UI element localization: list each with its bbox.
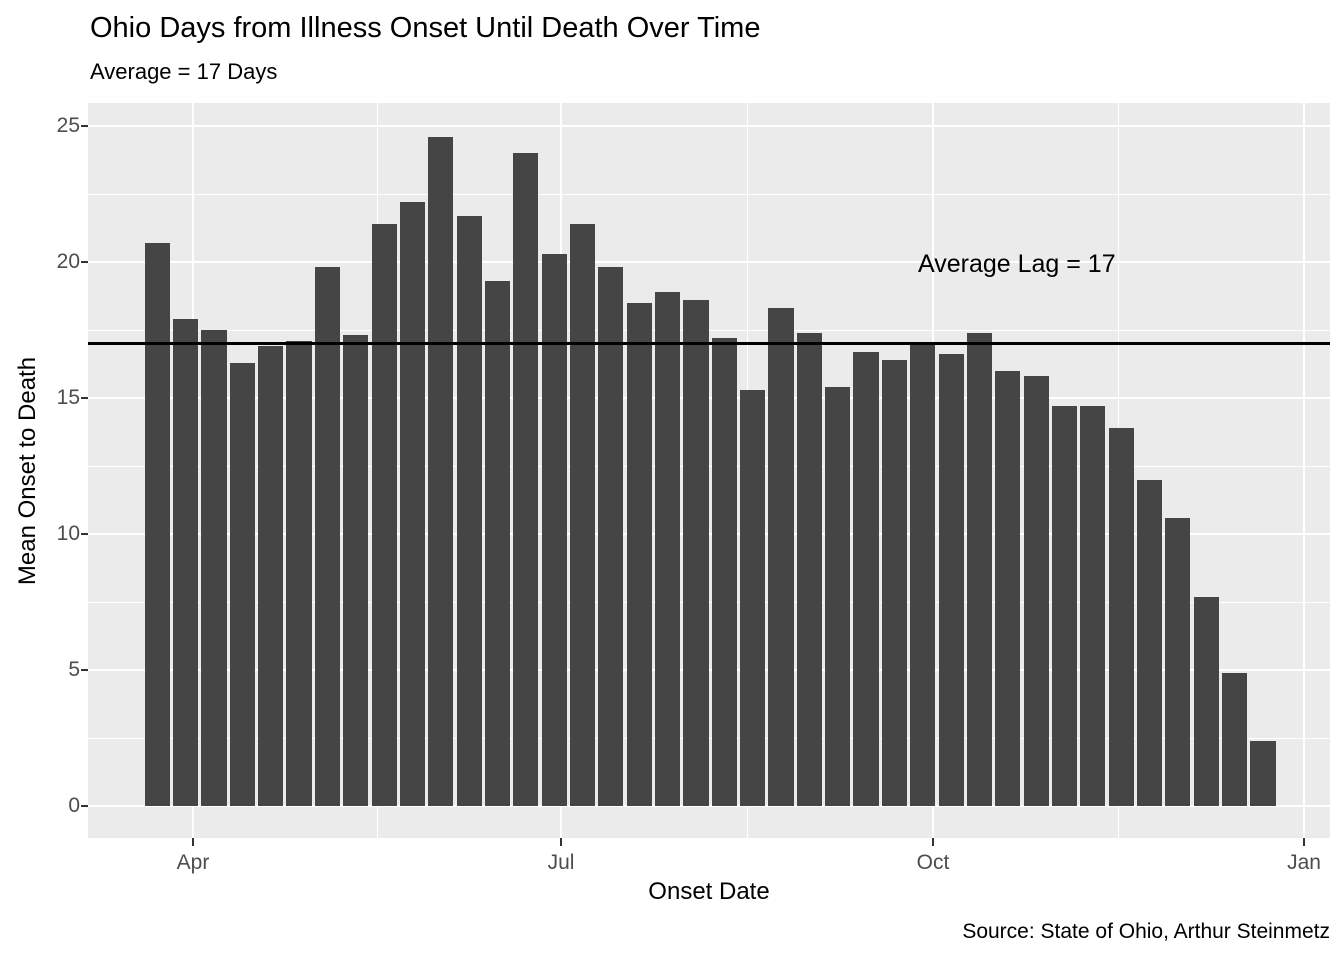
source-caption: Source: State of Ohio, Arthur Steinmetz [962, 920, 1330, 943]
bar [144, 242, 170, 806]
minor-gridline-h [88, 737, 1330, 739]
bar [711, 338, 737, 806]
bar [1080, 406, 1106, 806]
y-tick-label: 0 [68, 794, 80, 817]
bar [399, 202, 426, 806]
bar [626, 302, 652, 806]
bar [513, 153, 539, 806]
bar [371, 223, 397, 806]
minor-gridline-h [88, 465, 1330, 467]
bar [484, 281, 511, 806]
chart-title: Ohio Days from Illness Onset Until Death… [90, 12, 761, 44]
bar [740, 389, 766, 806]
x-tick-label: Apr [176, 851, 210, 874]
y-tick-label: 20 [56, 250, 80, 273]
minor-gridline-h [88, 193, 1330, 195]
x-tick-label: Jul [547, 851, 575, 874]
bar [1108, 427, 1134, 806]
y-tick-mark [81, 397, 88, 399]
x-tick-mark [1303, 838, 1305, 846]
x-tick-label: Jan [1287, 851, 1321, 874]
y-tick-label: 5 [68, 658, 80, 681]
chart-subtitle: Average = 17 Days [90, 59, 278, 84]
minor-gridline-h [88, 601, 1330, 603]
average-lag-annotation: Average Lag = 17 [918, 250, 1116, 278]
bar [683, 300, 709, 806]
minor-gridline-h [88, 329, 1330, 331]
bar [1023, 376, 1049, 806]
x-tick-mark [932, 838, 934, 846]
y-tick-mark [81, 125, 88, 127]
bar [541, 253, 567, 806]
bar [938, 354, 964, 806]
y-tick-mark [81, 261, 88, 263]
bar [343, 335, 369, 806]
x-tick-mark [192, 838, 194, 846]
bar [314, 267, 340, 806]
bar [881, 359, 907, 806]
x-axis-title: Onset Date [648, 878, 770, 905]
y-axis-title-box: Mean Onset to Death [6, 103, 50, 838]
major-gridline-h [88, 261, 1330, 263]
bar [853, 351, 879, 806]
bar [456, 215, 482, 806]
bar [768, 308, 794, 806]
y-tick-mark [81, 533, 88, 535]
y-tick-label: 10 [56, 522, 80, 545]
major-gridline-h [88, 805, 1330, 807]
y-tick-label: 25 [56, 114, 80, 137]
major-gridline-h [88, 125, 1330, 127]
major-gridline-v [1303, 103, 1305, 838]
y-tick-mark [81, 669, 88, 671]
bar [598, 267, 624, 806]
bar [796, 332, 822, 806]
bar [1136, 479, 1163, 806]
bar [428, 136, 454, 806]
bar [966, 332, 993, 806]
bar [173, 319, 199, 806]
x-tick-label: Oct [916, 851, 950, 874]
bar [1165, 517, 1191, 806]
bar [229, 362, 255, 806]
bar [655, 291, 681, 806]
major-gridline-h [88, 397, 1330, 399]
bar [995, 370, 1021, 806]
major-gridline-h [88, 669, 1330, 671]
bar [258, 346, 284, 806]
y-tick-label: 15 [56, 386, 80, 409]
bar [1250, 740, 1276, 806]
bar [1222, 672, 1248, 806]
average-reference-line [88, 342, 1330, 346]
bar [910, 343, 936, 806]
plot-panel: Average Lag = 17 [88, 103, 1330, 838]
bar [286, 340, 312, 806]
bar [825, 387, 851, 806]
x-tick-mark [560, 838, 562, 846]
bar [1193, 596, 1219, 806]
bar [201, 330, 227, 806]
bar [1051, 406, 1078, 806]
bar [569, 223, 596, 806]
y-tick-mark [81, 805, 88, 807]
major-gridline-h [88, 533, 1330, 535]
